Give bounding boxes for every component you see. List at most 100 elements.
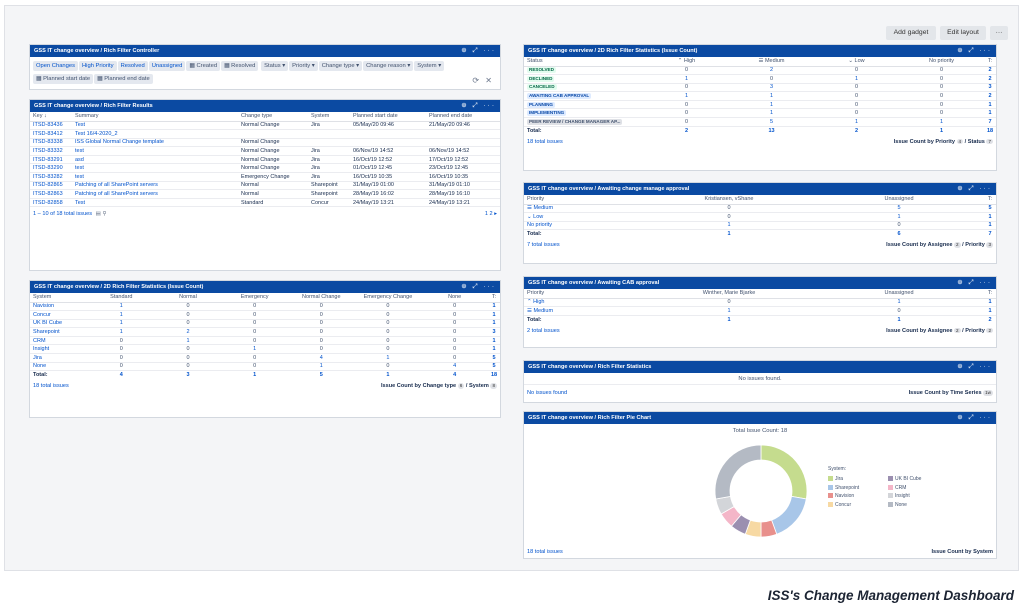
gadget-actions-icon[interactable]: ⊕ ⤢ ··· — [957, 279, 992, 286]
row-label[interactable]: None — [30, 362, 88, 372]
count-cell[interactable]: 4 — [421, 362, 488, 372]
issue-summary[interactable]: Test 16/4-2020_2 — [72, 129, 238, 139]
column-header[interactable]: System — [308, 112, 350, 122]
pie-slice-sharepoint[interactable] — [771, 495, 807, 535]
table-row[interactable]: ITSD-82865 Patching of all SharePoint ser… — [30, 181, 500, 191]
gadget-actions-icon[interactable]: ⊕ ⤢ ··· — [957, 185, 992, 192]
issue-key[interactable]: ITSD-82858 — [30, 198, 72, 208]
count-cell[interactable]: 1 — [154, 336, 222, 346]
issue-summary[interactable]: ISS Global Normal Change template — [72, 138, 238, 148]
row-label[interactable]: CANCELED — [524, 83, 644, 93]
filter-dropdown[interactable]: System ▾ — [414, 61, 445, 71]
legend-item[interactable]: UK BI Cube — [888, 476, 921, 482]
issue-summary[interactable]: test — [72, 146, 238, 156]
filter-dropdown[interactable]: Change type ▾ — [318, 61, 363, 71]
date-filter-chip[interactable]: ▦ Planned start date — [33, 74, 94, 84]
status-lozenge[interactable]: PLANNING — [527, 101, 555, 108]
table-row[interactable]: ITSD-83436 Test Normal Change Jira 05/May/20… — [30, 121, 500, 131]
count-cell[interactable]: 1 — [488, 302, 500, 312]
status-lozenge[interactable]: IMPLEMENTING — [527, 110, 567, 117]
count-cell[interactable]: 2 — [154, 327, 222, 337]
row-label[interactable]: DECLINED — [524, 74, 644, 84]
row-label[interactable]: CRM — [30, 336, 88, 346]
count-cell[interactable]: 1 — [221, 344, 288, 355]
column-header[interactable]: Emergency Change — [354, 293, 422, 303]
column-header[interactable]: Planned start date — [350, 112, 426, 122]
row-label[interactable]: AWAITING CAB APPROVAL — [524, 91, 644, 101]
count-cell[interactable]: 7 — [984, 117, 996, 127]
legend-item[interactable]: Insight — [888, 493, 910, 499]
pie-slice-jira[interactable] — [760, 444, 808, 500]
pie-slice-none[interactable] — [714, 444, 762, 500]
pagination[interactable]: 1 2 ▸ — [484, 211, 497, 218]
count-cell[interactable]: 4 — [287, 353, 355, 363]
column-header[interactable]: Key ↓ — [30, 112, 72, 122]
table-row[interactable]: ITSD-83291 asd Normal Change Jira 16/Oct/19 … — [30, 155, 500, 165]
count-cell[interactable]: 1 — [899, 117, 984, 127]
gadget-actions-icon[interactable]: ⊕ ⤢ ··· — [461, 102, 496, 109]
row-label[interactable]: No priority — [524, 221, 644, 231]
row-label[interactable]: Navision — [30, 302, 88, 312]
issue-key[interactable]: ITSD-83282 — [30, 172, 72, 182]
legend-item[interactable]: Navision — [828, 493, 854, 499]
issue-key[interactable]: ITSD-83291 — [30, 155, 72, 165]
count-cell[interactable]: 1 — [814, 298, 984, 308]
column-header[interactable]: T: — [488, 293, 500, 303]
count-cell[interactable]: 13 — [768, 127, 775, 134]
filter-chip[interactable]: Resolved — [117, 61, 148, 71]
column-header[interactable]: T: — [984, 195, 996, 205]
issue-key[interactable]: ITSD-82865 — [30, 181, 72, 191]
filter-chip[interactable]: Unassigned — [148, 61, 186, 71]
count-cell[interactable]: 1 — [939, 127, 944, 134]
issue-summary[interactable]: Patching of all SharePoint servers — [72, 181, 238, 191]
gadget-actions-icon[interactable]: ⊕ ⤢ ··· — [957, 414, 992, 421]
column-header[interactable]: Kristiansen, vShane — [644, 195, 814, 205]
count-cell[interactable]: 1 — [644, 74, 729, 84]
row-label[interactable]: ☰ Medium — [524, 306, 644, 316]
count-cell[interactable]: 1 — [88, 310, 155, 320]
count-cell[interactable]: 1 — [984, 306, 996, 316]
count-cell[interactable]: 1 — [814, 74, 899, 84]
column-header[interactable]: Priority — [524, 195, 644, 205]
column-header[interactable]: Priority — [524, 289, 644, 299]
count-cell[interactable]: 1 — [897, 316, 901, 323]
issue-summary[interactable]: asd — [72, 155, 238, 165]
count-cell[interactable]: 1 — [488, 344, 500, 355]
legend-item[interactable]: Jira — [828, 476, 843, 482]
column-header[interactable]: Winther, Marie Bjarke — [644, 289, 814, 299]
export-icon[interactable]: ▤ ⚲ — [95, 211, 107, 218]
count-cell[interactable]: 5 — [488, 353, 500, 363]
column-header[interactable]: Normal Change — [287, 293, 355, 303]
row-label[interactable]: ☰ Medium — [524, 204, 644, 214]
column-header[interactable]: Planned end date — [426, 112, 500, 122]
count-cell[interactable]: 1 — [88, 302, 155, 312]
issue-key[interactable]: ITSD-83338 — [30, 138, 72, 148]
gadget-actions-icon[interactable]: ⊕ ⤢ ··· — [957, 47, 992, 54]
legend-item[interactable]: Concur — [828, 502, 851, 508]
status-lozenge[interactable]: RESOLVED — [527, 67, 556, 74]
date-filter-chip[interactable]: ▦ Planned end date — [94, 74, 153, 84]
row-label[interactable]: IMPLEMENTING — [524, 108, 644, 119]
count-cell[interactable]: 1 — [644, 91, 729, 101]
column-header[interactable]: Summary — [72, 112, 238, 122]
filter-chip[interactable]: High Priority — [79, 61, 117, 71]
issue-key[interactable]: ITSD-83436 — [30, 121, 72, 131]
row-label[interactable]: Insight — [30, 344, 88, 355]
filter-chip[interactable]: ▦ Resolved — [221, 61, 259, 71]
row-label[interactable]: PEER REVIEW / CHANGE MANAGER AP... — [524, 117, 644, 127]
row-label[interactable]: PLANNING — [524, 100, 644, 110]
count-cell[interactable]: 1 — [984, 221, 996, 231]
count-cell[interactable]: 6 — [897, 231, 901, 238]
count-cell[interactable]: 18 — [987, 127, 994, 134]
issue-key[interactable]: ITSD-83412 — [30, 129, 72, 139]
count-cell[interactable]: 3 — [186, 372, 190, 379]
issue-key[interactable]: ITSD-83332 — [30, 146, 72, 156]
count-cell[interactable]: 2 — [729, 66, 814, 76]
issue-summary[interactable]: Test — [72, 121, 238, 131]
table-row[interactable]: ITSD-82858 Test Standard Concur 24/May/19 13… — [30, 198, 500, 208]
count-cell[interactable]: 1 — [488, 310, 500, 320]
row-label[interactable]: Jira — [30, 353, 88, 363]
table-row[interactable]: ITSD-82863 Patching of all SharePoint ser… — [30, 189, 500, 199]
column-header[interactable]: ⌄ Low — [814, 57, 899, 67]
table-row[interactable]: ITSD-83338 ISS Global Normal Change templ… — [30, 138, 500, 148]
